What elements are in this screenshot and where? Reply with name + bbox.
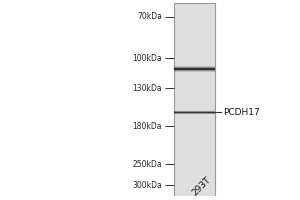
Text: 100kDa: 100kDa xyxy=(132,54,162,63)
Bar xyxy=(174,68,215,70)
Text: 70kDa: 70kDa xyxy=(137,12,162,21)
Bar xyxy=(174,3,215,196)
Text: 130kDa: 130kDa xyxy=(132,84,162,93)
Bar xyxy=(174,67,215,71)
Bar xyxy=(174,111,215,114)
Bar xyxy=(174,112,215,113)
Bar xyxy=(174,66,215,72)
Text: 180kDa: 180kDa xyxy=(132,122,162,131)
Text: 300kDa: 300kDa xyxy=(132,181,162,190)
Text: 293T: 293T xyxy=(191,175,213,197)
Bar xyxy=(174,111,215,114)
Text: 250kDa: 250kDa xyxy=(132,160,162,169)
Text: PCDH17: PCDH17 xyxy=(224,108,260,117)
